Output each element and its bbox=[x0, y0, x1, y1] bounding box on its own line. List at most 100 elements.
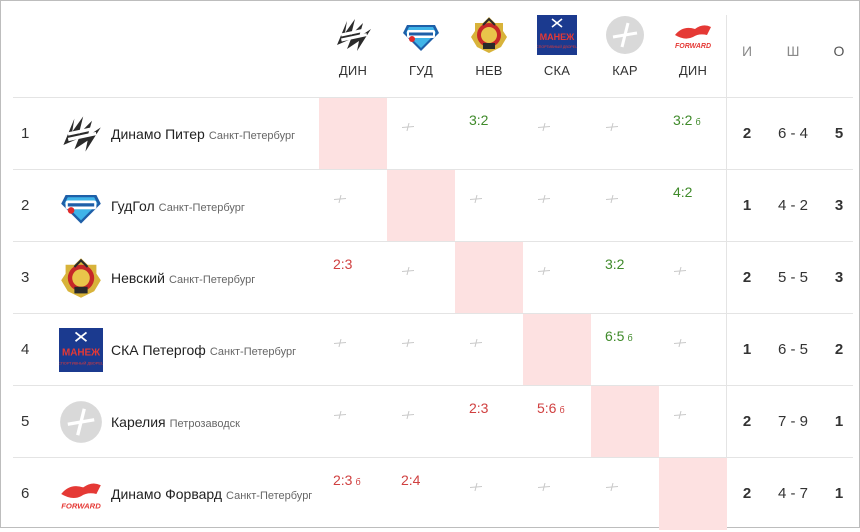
match-cell[interactable] bbox=[319, 386, 387, 458]
team-name-link[interactable]: Карелия Петрозаводск bbox=[111, 386, 240, 458]
column-header-5[interactable]: КАР bbox=[591, 15, 659, 78]
rank: 2 bbox=[21, 197, 30, 214]
team-name[interactable]: СКА Петергоф bbox=[111, 342, 206, 358]
team-name[interactable]: Динамо Питер bbox=[111, 126, 205, 142]
score-value[interactable]: 2:3 bbox=[333, 256, 353, 272]
ska-manezh-logo[interactable]: МАНЕЖ СПОРТИВНЫЙ ДВОРЕЦ bbox=[58, 328, 104, 372]
match-score[interactable]: 6:5 б bbox=[605, 328, 633, 344]
match-cell[interactable]: 6:5 б bbox=[591, 314, 659, 386]
match-cell[interactable] bbox=[591, 458, 659, 530]
match-score[interactable]: 2:4 bbox=[401, 472, 420, 488]
karelia-logo[interactable] bbox=[59, 400, 103, 444]
match-cell[interactable] bbox=[659, 242, 727, 314]
score-value[interactable]: 5:6 bbox=[537, 400, 557, 416]
match-cell[interactable] bbox=[591, 98, 659, 170]
team-name[interactable]: Карелия bbox=[111, 414, 166, 430]
no-match-icon bbox=[333, 406, 347, 420]
match-cell[interactable] bbox=[319, 314, 387, 386]
column-header-2[interactable]: ГУД bbox=[387, 15, 455, 78]
score-value[interactable]: 3:2 bbox=[673, 112, 693, 128]
match-cell[interactable] bbox=[523, 170, 591, 242]
match-cell[interactable] bbox=[387, 98, 455, 170]
match-cell[interactable] bbox=[455, 458, 523, 530]
rank: 3 bbox=[21, 269, 30, 286]
match-cell[interactable] bbox=[387, 242, 455, 314]
gudgol-logo[interactable] bbox=[59, 184, 103, 228]
match-cell[interactable]: 2:3 б bbox=[319, 458, 387, 530]
team-name[interactable]: ГудГол bbox=[111, 198, 155, 214]
goals-value: 6 - 4 bbox=[777, 125, 808, 142]
no-match-icon bbox=[333, 334, 347, 348]
match-cell[interactable] bbox=[659, 386, 727, 458]
score-value[interactable]: 2:3 bbox=[333, 472, 353, 488]
match-cell[interactable] bbox=[591, 170, 659, 242]
team-name[interactable]: Невский bbox=[111, 270, 165, 286]
match-score[interactable]: 3:2 bbox=[605, 256, 624, 272]
goals-value: 4 - 2 bbox=[777, 197, 808, 214]
match-cell[interactable]: 5:6 б bbox=[523, 386, 591, 458]
no-match-icon bbox=[537, 262, 551, 276]
match-cell[interactable] bbox=[387, 386, 455, 458]
match-score[interactable]: 4:2 bbox=[673, 184, 692, 200]
score-value[interactable]: 4:2 bbox=[673, 184, 693, 200]
match-score[interactable]: 3:2 bbox=[469, 112, 488, 128]
shootout-marker: б bbox=[627, 333, 633, 343]
shootout-marker: б bbox=[355, 477, 361, 487]
match-cell[interactable]: 2:3 bbox=[455, 386, 523, 458]
team-name[interactable]: Динамо Форвард bbox=[111, 486, 223, 502]
team-name-link[interactable]: Невский Санкт-Петербург bbox=[111, 242, 255, 314]
no-match-icon bbox=[537, 118, 551, 132]
team-name-link[interactable]: Динамо Питер Санкт-Петербург bbox=[111, 98, 295, 170]
match-cell[interactable] bbox=[455, 170, 523, 242]
no-match-icon bbox=[673, 334, 687, 348]
shootout-marker: б bbox=[559, 405, 565, 415]
dinamo-forward-logo[interactable]: FORWARD bbox=[59, 472, 103, 516]
match-cell[interactable] bbox=[659, 314, 727, 386]
match-cell[interactable]: 4:2 bbox=[659, 170, 727, 242]
match-score[interactable]: 2:3 б bbox=[333, 472, 361, 488]
match-cell[interactable] bbox=[387, 314, 455, 386]
match-score[interactable]: 2:3 bbox=[469, 400, 488, 416]
nevsky-logo[interactable] bbox=[59, 256, 103, 300]
column-header-6[interactable]: FORWARD ДИН bbox=[659, 15, 727, 78]
column-header-1[interactable]: ДИН bbox=[319, 15, 387, 78]
svg-text:FORWARD: FORWARD bbox=[675, 43, 711, 50]
match-cell[interactable] bbox=[523, 98, 591, 170]
column-abbr: ДИН bbox=[338, 63, 368, 78]
match-cell[interactable]: 2:4 bbox=[387, 458, 455, 530]
team-name-link[interactable]: Динамо Форвард Санкт-Петербург bbox=[111, 458, 312, 530]
games-value: 2 bbox=[742, 269, 752, 286]
gudgol-logo bbox=[401, 15, 441, 55]
team-name-link[interactable]: СКА Петергоф Санкт-Петербург bbox=[111, 314, 296, 386]
rank: 1 bbox=[21, 125, 30, 142]
match-cell[interactable] bbox=[523, 458, 591, 530]
match-score[interactable]: 3:2 б bbox=[673, 112, 701, 128]
match-cell[interactable]: 2:3 bbox=[319, 242, 387, 314]
column-header-3[interactable]: НЕВ bbox=[455, 15, 523, 78]
score-value[interactable]: 6:5 bbox=[605, 328, 625, 344]
shootout-marker: б bbox=[695, 117, 701, 127]
no-match-icon bbox=[537, 478, 551, 492]
goals-value: 4 - 7 bbox=[777, 485, 808, 502]
match-cell[interactable] bbox=[523, 242, 591, 314]
match-cell[interactable]: 3:2 б bbox=[659, 98, 727, 170]
match-cell[interactable] bbox=[319, 170, 387, 242]
match-score[interactable]: 5:6 б bbox=[537, 400, 565, 416]
dinamo-piter-logo bbox=[333, 15, 373, 55]
no-match-icon bbox=[469, 190, 483, 204]
match-cell[interactable]: 3:2 bbox=[455, 98, 523, 170]
table-row: 5 Карелия Петрозаводск 2:3 5:6 б 2 7 - 9 1 bbox=[13, 385, 853, 458]
dinamo-piter-logo[interactable] bbox=[59, 112, 103, 156]
match-score[interactable]: 2:3 bbox=[333, 256, 352, 272]
team-name-link[interactable]: ГудГол Санкт-Петербург bbox=[111, 170, 245, 242]
score-value[interactable]: 2:4 bbox=[401, 472, 421, 488]
nevsky-logo bbox=[469, 15, 509, 55]
column-header-4[interactable]: МАНЕЖ СПОРТИВНЫЙ ДВОРЕЦ СКА bbox=[523, 15, 591, 78]
match-cell[interactable] bbox=[455, 314, 523, 386]
no-match-icon bbox=[401, 406, 415, 420]
score-value[interactable]: 2:3 bbox=[469, 400, 489, 416]
match-cell[interactable]: 3:2 bbox=[591, 242, 659, 314]
score-value[interactable]: 3:2 bbox=[605, 256, 625, 272]
score-value[interactable]: 3:2 bbox=[469, 112, 489, 128]
self-match-cell bbox=[523, 314, 591, 386]
